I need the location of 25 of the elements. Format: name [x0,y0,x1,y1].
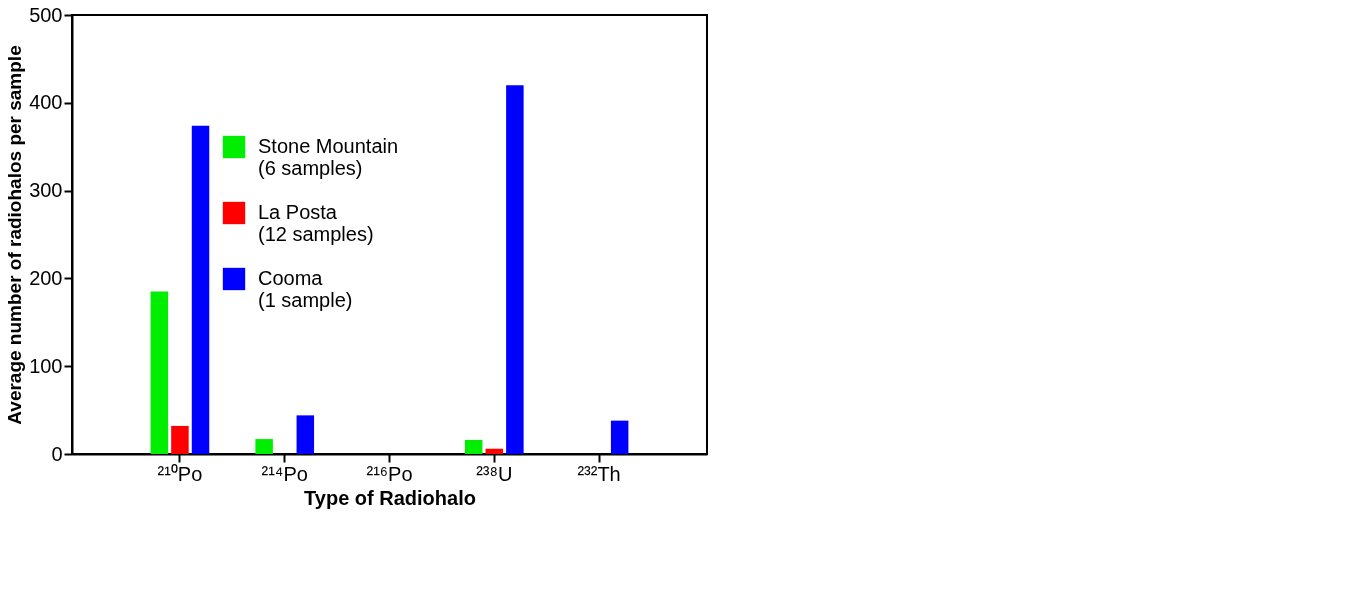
x-tick-label: ²³²Th [577,462,621,485]
y-tick-label: 300 [29,179,63,202]
bar [485,448,504,454]
bar [150,291,169,454]
bar [610,420,629,454]
y-tick-label: 500 [29,3,63,26]
legend-label: La Posta (12 samples) [258,201,374,245]
y-tick-label: 100 [29,354,63,377]
x-tick-label: ²¹⁰Po [157,462,203,485]
bar [296,415,315,454]
bar [464,439,483,454]
y-tick-label: 400 [29,91,63,114]
bar [191,125,210,454]
x-tick-label: ²³⁸U [476,462,513,485]
legend-label: Stone Mountain (6 samples) [258,135,399,179]
bar [171,425,189,454]
x-tick-label: ²¹⁶Po [366,462,413,485]
y-tick-label: 0 [51,442,63,465]
y-tick-label: 200 [29,266,63,289]
bar [506,85,524,454]
x-axis-title: Type of Radiohalo [304,486,476,509]
legend-label: Cooma (1 sample) [258,267,353,311]
x-tick-label: ²¹⁴Po [261,462,308,485]
bar [255,439,273,454]
y-axis-title: Average number of radiohalos per sample [4,45,26,425]
